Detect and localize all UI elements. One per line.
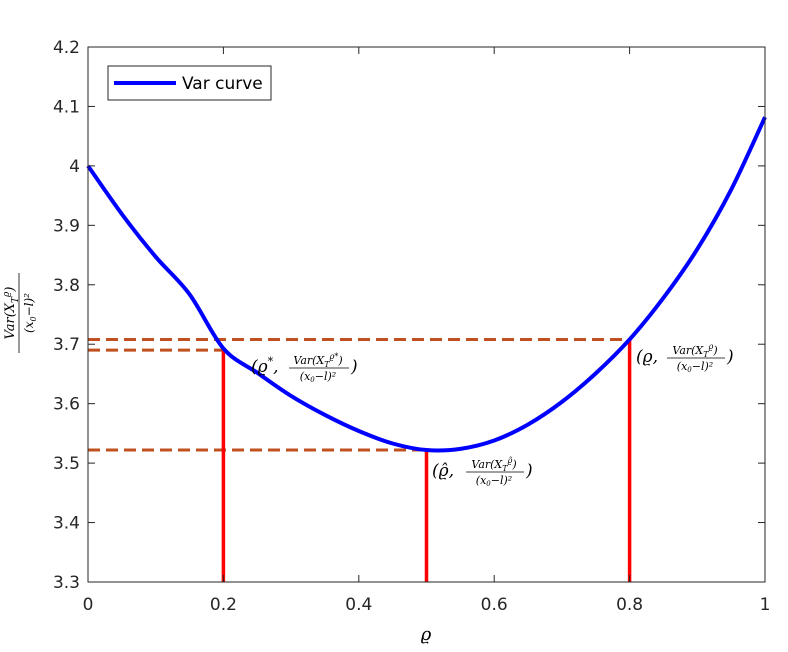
x-tick-label-2: 0.4 [345, 595, 372, 615]
x-tick-label-4: 0.8 [616, 595, 643, 615]
y-tick-label-3: 3.6 [53, 395, 80, 415]
plot-area-border [87, 46, 766, 583]
y-tick-label-0: 3.3 [53, 573, 80, 593]
y-tick-label-4: 3.7 [53, 335, 80, 355]
svg-text:(x0−l)²: (x0−l)² [22, 293, 38, 333]
x-tick-label-0: 0 [83, 595, 94, 615]
y-tick-label-8: 4.1 [53, 97, 80, 117]
svg-text:(ϱ̂,: (ϱ̂, [432, 461, 454, 481]
y-tick-label-9: 4.2 [53, 38, 80, 58]
svg-text:): ) [525, 461, 533, 481]
x-tick-label-3: 0.6 [481, 595, 508, 615]
svg-text:(ϱ*,: (ϱ*, [251, 355, 279, 377]
legend-label: Var curve [182, 74, 263, 94]
svg-text:(x0−l)²: (x0−l)² [677, 360, 713, 374]
svg-text:): ) [350, 357, 358, 377]
y-tick-label-2: 3.5 [53, 454, 80, 474]
y-tick-label-1: 3.4 [53, 514, 80, 534]
annotation-rho-hat: (ϱ̂, Var(XTϱ̂) (x0−l)² ) [432, 456, 533, 488]
svg-text:(ϱ,: (ϱ, [636, 347, 658, 367]
legend: Var curve [107, 65, 272, 101]
y-tick-label-7: 4 [69, 157, 80, 177]
series-line-0 [86, 116, 767, 453]
x-axis-label: ϱ [421, 624, 432, 645]
y-tick-label-6: 3.9 [53, 216, 80, 236]
svg-text:(x0−l)²: (x0−l)² [476, 474, 512, 488]
x-tick-label-1: 0.2 [210, 595, 237, 615]
svg-text:(x0−l)²: (x0−l)² [300, 370, 336, 384]
y-tick-label-5: 3.8 [53, 276, 80, 296]
svg-text:): ) [726, 347, 734, 367]
x-tick-label-5: 1 [760, 595, 771, 615]
